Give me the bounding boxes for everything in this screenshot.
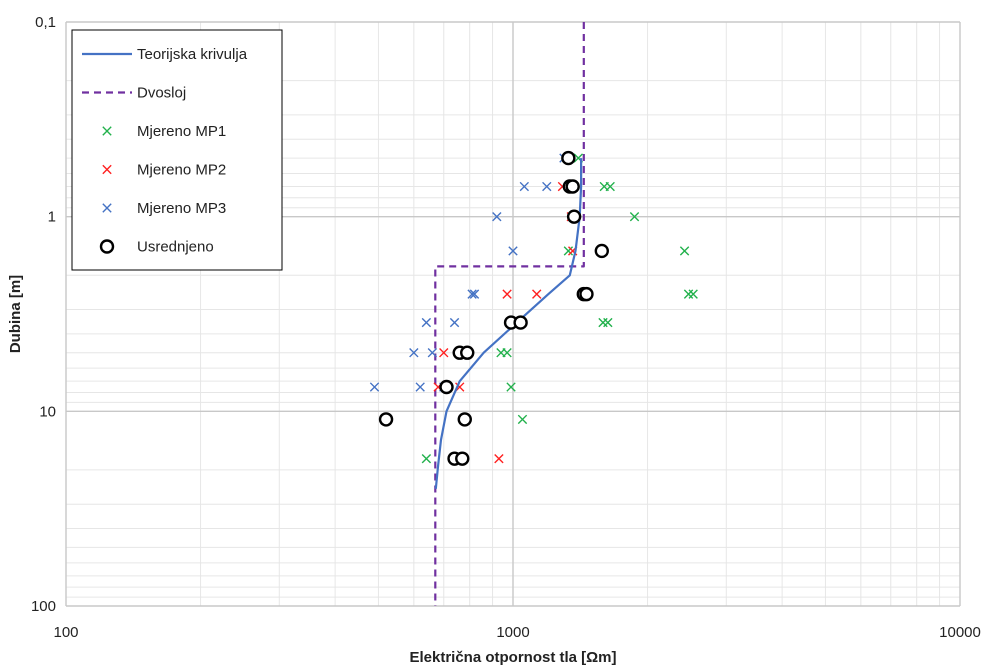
data-point bbox=[679, 246, 690, 256]
y-tick-label: 0,1 bbox=[35, 14, 56, 31]
data-point bbox=[629, 211, 640, 222]
data-point bbox=[508, 246, 518, 256]
data-point bbox=[542, 181, 552, 192]
data-point bbox=[605, 181, 615, 192]
data-point bbox=[565, 179, 580, 194]
legend-item-usrednjeno: Usrednjeno bbox=[99, 239, 214, 256]
data-point bbox=[519, 181, 530, 192]
data-point bbox=[469, 289, 480, 299]
data-point bbox=[594, 243, 609, 259]
series-dvosloj bbox=[434, 22, 585, 606]
data-point bbox=[506, 382, 516, 392]
legend-label: Mjereno MP1 bbox=[137, 123, 226, 140]
grid bbox=[65, 21, 961, 607]
series-usrednjeno bbox=[378, 150, 609, 466]
legend-label: Dvosloj bbox=[137, 85, 186, 102]
data-point bbox=[494, 453, 504, 464]
data-point bbox=[502, 289, 512, 299]
legend-item-mjereno-mp2: Mjereno MP2 bbox=[102, 162, 226, 179]
series-layer bbox=[369, 22, 698, 606]
data-point bbox=[409, 348, 419, 358]
data-point bbox=[415, 382, 425, 392]
data-point bbox=[566, 209, 582, 224]
y-tick-label: 10 bbox=[39, 403, 56, 420]
data-point bbox=[455, 451, 470, 466]
x-axis-title: Električna otpornost tla [Ωm] bbox=[409, 649, 616, 666]
data-point bbox=[513, 315, 528, 330]
y-tick-label: 1 bbox=[48, 209, 56, 226]
data-point bbox=[421, 317, 432, 328]
data-point bbox=[517, 414, 528, 425]
legend-swatch bbox=[102, 203, 112, 213]
data-point bbox=[467, 289, 477, 299]
data-point bbox=[457, 412, 472, 427]
legend-item-teorijska-krivulja: Teorijska krivulja bbox=[82, 46, 248, 63]
y-axis-title: Dubina [m] bbox=[7, 275, 24, 353]
legend-swatch bbox=[102, 126, 112, 136]
data-point bbox=[460, 345, 475, 360]
data-point bbox=[427, 348, 438, 358]
x-tick-label: 1000 bbox=[496, 624, 529, 641]
legend-label: Mjereno MP3 bbox=[137, 200, 226, 217]
legend-label: Usrednjeno bbox=[137, 239, 214, 256]
x-tick-label: 10000 bbox=[939, 624, 981, 641]
legend-item-mjereno-mp1: Mjereno MP1 bbox=[102, 123, 226, 140]
legend-item-dvosloj: Dvosloj bbox=[82, 85, 186, 102]
legend-swatch bbox=[102, 164, 112, 175]
data-point bbox=[449, 317, 460, 328]
data-point bbox=[563, 246, 574, 256]
data-point bbox=[378, 412, 394, 427]
data-point bbox=[532, 289, 542, 299]
legend: Teorijska krivulja Dvosloj Mjereno MP1 Mjer… bbox=[71, 29, 283, 271]
data-point bbox=[421, 453, 432, 464]
data-point bbox=[561, 150, 576, 166]
legend-item-mjereno-mp3: Mjereno MP3 bbox=[102, 200, 226, 217]
series-mjereno-mp1 bbox=[421, 153, 698, 464]
data-point bbox=[492, 211, 502, 222]
data-point bbox=[579, 286, 594, 302]
legend-label: Mjereno MP2 bbox=[137, 162, 226, 179]
data-point bbox=[603, 317, 613, 328]
y-tick-label: 100 bbox=[31, 598, 56, 615]
data-point bbox=[439, 348, 449, 358]
x-tick-label: 100 bbox=[53, 624, 78, 641]
data-point bbox=[439, 379, 454, 395]
legend-box bbox=[71, 29, 283, 271]
legend-swatch bbox=[99, 239, 115, 254]
x-tick-labels: 100 1000 10000 bbox=[53, 624, 980, 641]
data-point bbox=[502, 348, 512, 358]
data-point bbox=[369, 382, 380, 392]
y-tick-labels: 0,1 1 10 100 bbox=[31, 14, 56, 615]
dvosloj-line bbox=[434, 22, 585, 606]
legend-label: Teorijska krivulja bbox=[137, 46, 248, 63]
data-point bbox=[688, 289, 698, 299]
